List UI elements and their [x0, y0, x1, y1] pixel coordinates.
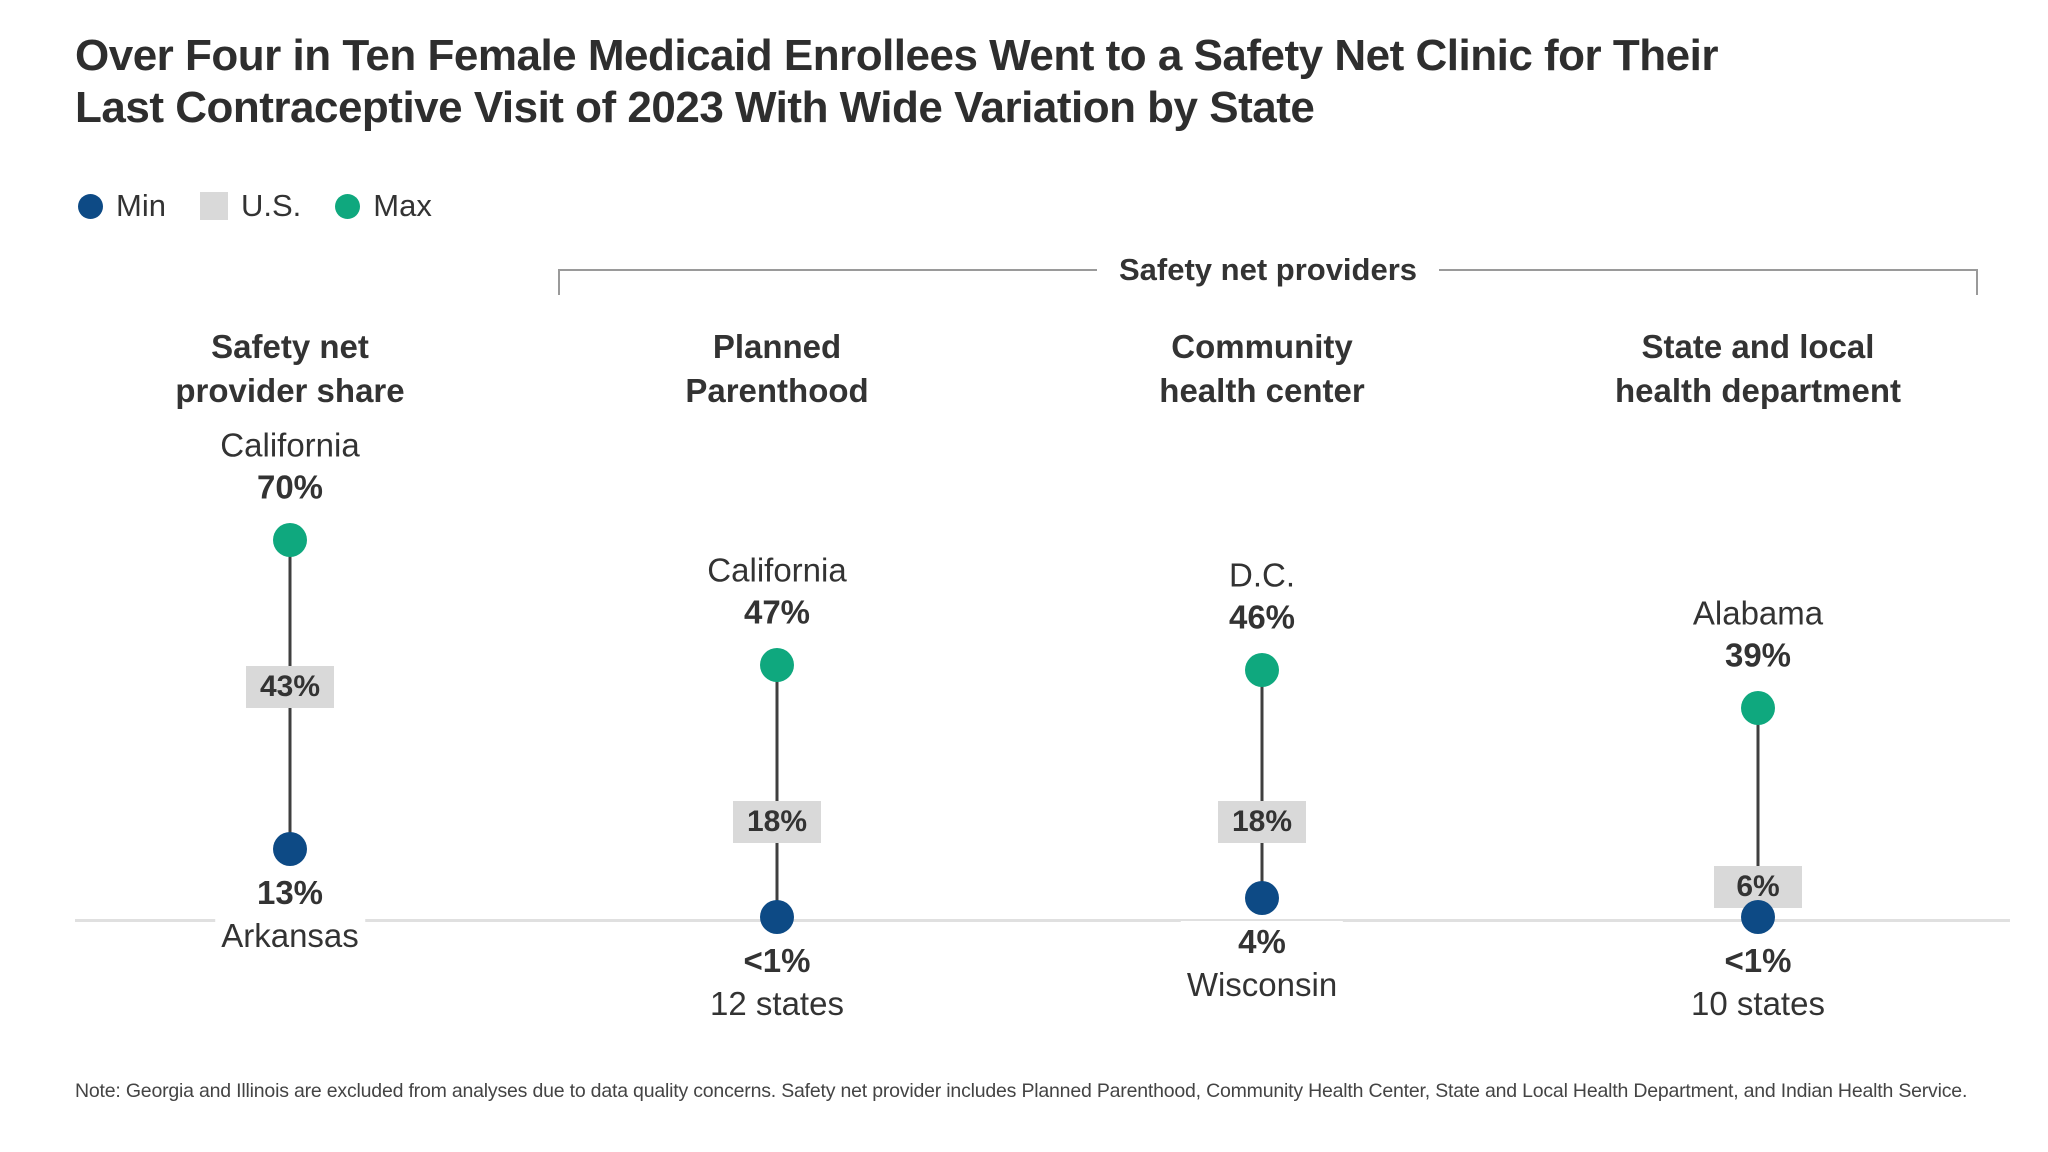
column-header: Planned Parenthood: [597, 325, 957, 413]
min-dot: [760, 900, 794, 935]
bracket-right-tick: [1976, 269, 1978, 295]
legend-item-us: U.S.: [199, 188, 302, 224]
min-dot-icon: [78, 193, 103, 219]
footnote: Note: Georgia and Illinois are excluded …: [75, 1080, 1968, 1102]
max-dot: [760, 647, 794, 682]
min-value-label: 4%: [1238, 923, 1286, 961]
legend-item-max: Max: [335, 188, 432, 224]
max-dot: [1245, 653, 1279, 688]
max-state-label: California: [220, 426, 360, 464]
column-header-line-2: health center: [1159, 371, 1365, 409]
max-state-label: D.C.: [1229, 556, 1295, 594]
legend-label-us: U.S.: [240, 188, 302, 223]
column-safety-net-provider-share: Safety net provider share California 70%…: [110, 0, 470, 1152]
min-state-label: Wisconsin: [1186, 965, 1338, 1003]
min-label: 13% Arkansas: [215, 872, 365, 957]
column-header-line-1: Safety net: [211, 328, 369, 365]
bracket-left-line: [558, 269, 1097, 271]
max-state-label: Alabama: [1692, 594, 1824, 632]
min-state-label: 10 states: [1691, 984, 1825, 1022]
min-value-label: <1%: [743, 942, 811, 980]
bracket-left-tick: [558, 269, 560, 295]
max-label: California 47%: [707, 549, 846, 633]
min-label: 4% Wisconsin: [1180, 921, 1344, 1006]
min-state-label: 12 states: [710, 984, 844, 1022]
us-value-box: 18%: [733, 801, 821, 844]
range-line: [1756, 708, 1760, 918]
column-header: Community health center: [1082, 325, 1442, 413]
chart-title-line-2: Last Contraceptive Visit of 2023 With Wi…: [75, 82, 1315, 132]
legend-item-min: Min: [78, 188, 166, 224]
column-header-line-2: Parenthood: [685, 371, 869, 409]
legend: Min U.S. Max: [78, 188, 466, 224]
min-dot: [1741, 900, 1775, 935]
max-dot: [273, 522, 307, 557]
range-line: [775, 664, 779, 918]
us-square-icon: [199, 192, 228, 220]
max-value-label: 39%: [1724, 636, 1792, 674]
legend-label-max: Max: [373, 188, 432, 223]
bracket-label: Safety net providers: [1118, 252, 1418, 287]
range-line: [1260, 670, 1264, 899]
column-planned-parenthood: Planned Parenthood California 47% 18% <1…: [597, 0, 957, 1152]
max-label: D.C. 46%: [1229, 555, 1295, 639]
column-header: Safety net provider share: [110, 325, 470, 413]
us-value-box: 18%: [1218, 801, 1306, 844]
bracket-right-line: [1439, 269, 1979, 271]
column-header-line-1: Community: [1171, 328, 1353, 365]
max-dot: [1741, 691, 1775, 726]
max-label: Alabama 39%: [1693, 593, 1823, 677]
legend-label-min: Min: [116, 188, 166, 223]
max-state-label: California: [707, 551, 847, 589]
max-value-label: 70%: [256, 468, 324, 506]
min-state-label: Arkansas: [221, 916, 359, 954]
min-label: <1% 12 states: [704, 940, 850, 1025]
safety-net-providers-bracket: Safety net providers: [558, 250, 1979, 295]
max-value-label: 46%: [1228, 598, 1296, 636]
max-dot-icon: [335, 193, 361, 219]
column-community-health-center: Community health center D.C. 46% 18% 4% …: [1082, 0, 1442, 1152]
column-header-line-1: State and local: [1641, 328, 1875, 365]
min-label: <1% 10 states: [1685, 940, 1831, 1025]
us-value-box: 43%: [246, 665, 334, 708]
column-state-local-health-department: State and local health department Alabam…: [1578, 0, 1938, 1152]
column-header-line-2: health department: [1614, 371, 1902, 409]
column-header-line-1: Planned: [712, 328, 842, 365]
chart-title-line-1: Over Four in Ten Female Medicaid Enrolle…: [75, 31, 1718, 80]
max-label: California 70%: [220, 424, 359, 508]
chart-title: Over Four in Ten Female Medicaid Enrolle…: [75, 30, 2025, 134]
column-header-line-2: provider share: [175, 371, 405, 409]
min-value-label: <1%: [1724, 942, 1792, 980]
min-dot: [1245, 881, 1279, 916]
max-value-label: 47%: [743, 593, 811, 631]
min-value-label: 13%: [256, 874, 324, 912]
column-header: State and local health department: [1578, 325, 1938, 413]
zero-baseline: [75, 919, 2010, 922]
min-dot: [273, 832, 307, 867]
